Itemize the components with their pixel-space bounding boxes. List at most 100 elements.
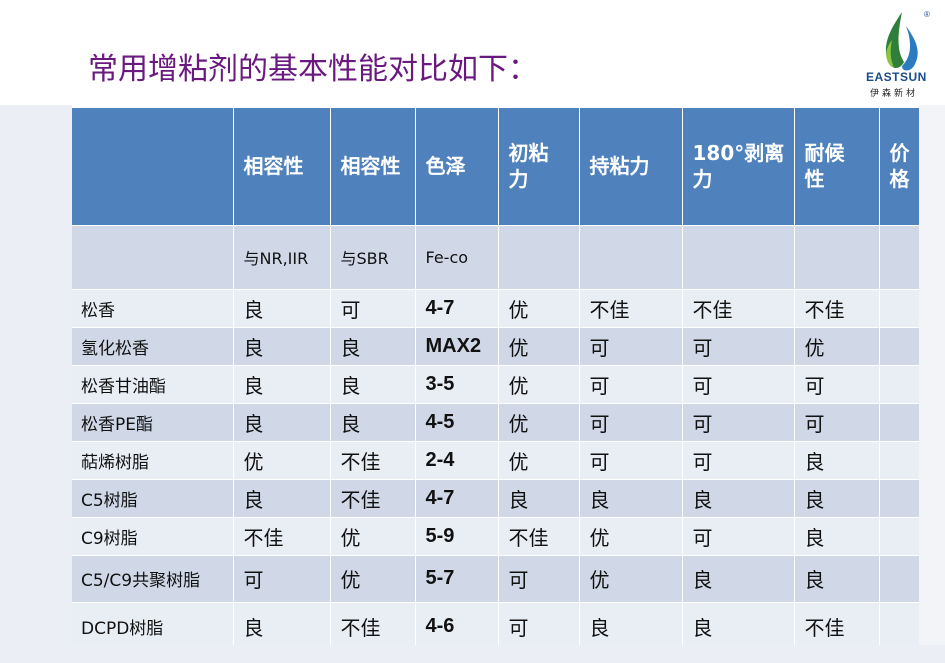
table-cell: 良: [233, 601, 331, 645]
table-row: 松香良可 4-7 优不佳 不佳 不佳: [72, 288, 919, 327]
table-cell: 可: [682, 402, 795, 441]
table-cell: 可: [579, 364, 683, 403]
table-cell: 良: [682, 601, 795, 645]
table-cell: [879, 440, 919, 479]
header-cell: 初粘力: [498, 108, 580, 225]
table-cell: 良: [330, 402, 416, 441]
row-label-cell: 萜烯树脂: [72, 440, 234, 479]
table-cell: 良: [233, 478, 331, 517]
table-cell: 不佳: [330, 601, 416, 645]
table-cell: 可: [498, 601, 580, 645]
table-cell: 优: [498, 440, 580, 479]
background-panel-left: [0, 105, 72, 663]
table-cell: [879, 554, 919, 602]
table-cell: 优: [498, 288, 580, 327]
table-cell: 可: [498, 554, 580, 602]
table-cell: [879, 516, 919, 555]
header-cell: 色泽: [415, 108, 499, 225]
subheader-cell: [72, 224, 234, 289]
table-cell: 良: [233, 364, 331, 403]
table-cell: 良: [794, 554, 880, 602]
table-cell: 5-9: [415, 516, 499, 555]
table-cell: 良: [794, 478, 880, 517]
table-cell: 可: [682, 326, 795, 365]
table-cell: 优: [579, 516, 683, 555]
header-cell: 价格: [879, 108, 919, 225]
table-cell: 优: [498, 402, 580, 441]
logo-sub-text: 伊森新材: [870, 89, 919, 99]
comparison-table: 相容性 相容性 色泽 初粘力 持粘力 180°剥离力 耐候性 价格 与NR,II…: [72, 108, 919, 645]
table-cell: 不佳: [330, 478, 416, 517]
subheader-cell: [794, 224, 880, 289]
table-body: 与NR,IIR 与SBR Fe-co 松香良可 4-7 优不佳 不佳 不佳 氢化松香良良 M…: [72, 224, 919, 645]
table-cell: 优: [330, 516, 416, 555]
comparison-table-container: 相容性 相容性 色泽 初粘力 持粘力 180°剥离力 耐候性 价格 与NR,II…: [72, 108, 919, 645]
table-cell: 良: [330, 364, 416, 403]
header-cell: 耐候性: [794, 108, 880, 225]
table-cell: [879, 364, 919, 403]
table-cell: 优: [579, 554, 683, 602]
table-cell: 良: [498, 478, 580, 517]
page-title: 常用增粘剂的基本性能对比如下：: [88, 52, 538, 87]
background-panel-right: [919, 105, 945, 663]
table-cell: 优: [794, 326, 880, 365]
table-cell: [879, 326, 919, 365]
subheader-row: 与NR,IIR 与SBR Fe-co: [72, 224, 919, 289]
table-cell: 可: [794, 402, 880, 441]
header-cell: 180°剥离力: [682, 108, 795, 225]
header-cell: 相容性: [330, 108, 416, 225]
table-cell: 可: [579, 326, 683, 365]
header-cell: 相容性: [233, 108, 331, 225]
table-cell: [879, 478, 919, 517]
table-row: DCPD树脂良不佳 4-6 可良良不佳: [72, 601, 919, 645]
table-cell: [879, 402, 919, 441]
subheader-cell: [682, 224, 795, 289]
table-row: C5/C9共聚树脂可优 5-7 可优良良: [72, 554, 919, 602]
row-label-cell: DCPD树脂: [72, 601, 234, 645]
subheader-cell: [879, 224, 919, 289]
table-cell: 2-4: [415, 440, 499, 479]
table-cell: 5-7: [415, 554, 499, 602]
table-cell: 良: [794, 516, 880, 555]
table-cell: 4-7: [415, 288, 499, 327]
row-label-cell: 松香甘油酯: [72, 364, 234, 403]
table-cell: 可: [794, 364, 880, 403]
table-cell: 4-7: [415, 478, 499, 517]
subheader-cell: 与SBR: [330, 224, 416, 289]
table-row: 氢化松香良良 MAX2 优可可优: [72, 326, 919, 365]
table-cell: 4-5: [415, 402, 499, 441]
subheader-cell: [498, 224, 580, 289]
table-cell: 不佳: [498, 516, 580, 555]
row-label-cell: C5/C9共聚树脂: [72, 554, 234, 602]
table-cell: 良: [330, 326, 416, 365]
table-cell: 可: [682, 364, 795, 403]
header-cell: [72, 108, 234, 225]
table-cell: 优: [498, 364, 580, 403]
table-cell: [879, 601, 919, 645]
row-label-cell: 松香: [72, 288, 234, 327]
table-cell: 不佳: [682, 288, 795, 327]
table-cell: 不佳: [794, 288, 880, 327]
table-cell: 不佳: [579, 288, 683, 327]
table-row: 松香PE酯良良 4-5 优可可可: [72, 402, 919, 441]
table-cell: 优: [498, 326, 580, 365]
table-cell: 良: [233, 402, 331, 441]
table-cell: 优: [330, 554, 416, 602]
table-cell: 不佳: [794, 601, 880, 645]
table-cell: 可: [579, 440, 683, 479]
table-cell: 不佳: [233, 516, 331, 555]
registered-mark: ®: [924, 10, 930, 19]
table-cell: 可: [579, 402, 683, 441]
table-cell: 良: [233, 326, 331, 365]
table-cell: 良: [233, 288, 331, 327]
table-cell: 可: [682, 440, 795, 479]
row-label-cell: C5树脂: [72, 478, 234, 517]
table-cell: [879, 288, 919, 327]
row-label-cell: C9树脂: [72, 516, 234, 555]
table-cell: 良: [682, 554, 795, 602]
table-cell: 不佳: [330, 440, 416, 479]
table-row: 萜烯树脂优不佳 2-4 优可可良: [72, 440, 919, 479]
table-cell: 可: [233, 554, 331, 602]
table-cell: 良: [794, 440, 880, 479]
table-header-row: 相容性 相容性 色泽 初粘力 持粘力 180°剥离力 耐候性 价格: [72, 108, 919, 225]
